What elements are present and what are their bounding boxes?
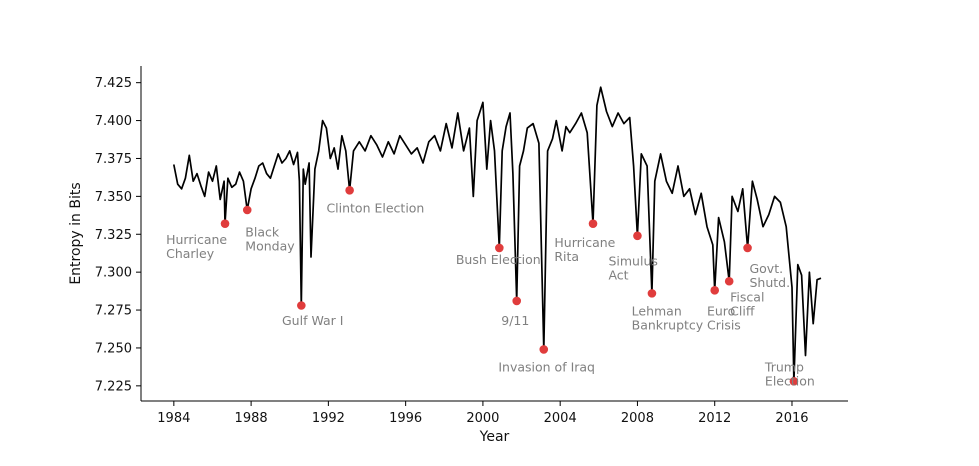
event-annotation: 9/11 — [501, 313, 529, 328]
event-marker — [512, 296, 522, 306]
x-tick-label: 1996 — [389, 411, 422, 426]
event-annotation-line: Black — [245, 225, 280, 240]
x-tick-label: 2016 — [775, 411, 808, 426]
event-annotation-line: Cliff — [730, 304, 755, 319]
event-annotation-line: Election — [765, 373, 815, 388]
event-annotation-line: Simulus — [608, 253, 657, 268]
event-annotation: Lehman Bankruptcy — [632, 303, 704, 332]
event-markers — [220, 185, 799, 386]
event-marker — [633, 231, 642, 241]
event-annotation-line: Hurricane — [554, 235, 615, 250]
x-axis-label: Year — [479, 429, 510, 445]
event-annotation: Simulus Act — [608, 253, 657, 282]
event-annotation-line: Fiscal — [730, 290, 764, 305]
event-annotation: Euro Crisis — [707, 303, 741, 332]
y-tick-label: 7.375 — [95, 152, 132, 167]
event-annotation-line: Crisis — [707, 317, 741, 332]
event-annotation-line: Shutd. — [749, 275, 790, 290]
event-annotation-line: Bush Election — [456, 252, 541, 267]
event-annotation-line: Act — [608, 267, 628, 282]
event-marker — [220, 219, 230, 228]
event-marker — [588, 219, 598, 228]
y-tick-label: 7.250 — [95, 341, 132, 356]
event-annotation: Invasion of Iraq — [498, 359, 595, 374]
y-tick-label: 7.225 — [95, 379, 132, 394]
event-annotation-line: Charley — [166, 246, 215, 261]
event-annotation: Clinton Election — [326, 200, 424, 215]
y-axis-label: Entropy in Bits — [68, 182, 84, 284]
x-tick-label: 2012 — [698, 411, 731, 426]
event-marker — [297, 301, 306, 310]
event-annotation: Gulf War I — [282, 313, 343, 328]
x-tick-label: 1988 — [235, 411, 268, 426]
event-annotation: Trump Election — [764, 359, 815, 388]
series-group — [172, 86, 822, 383]
event-marker — [242, 205, 252, 215]
event-annotation: Fiscal Cliff — [730, 290, 764, 319]
y-tick-label: 7.300 — [95, 266, 132, 281]
event-marker — [724, 276, 734, 286]
event-marker — [743, 243, 752, 253]
x-tick-label: 2008 — [621, 411, 654, 426]
event-annotation-line: Clinton Election — [326, 200, 424, 215]
axes: 1984 1988 1992 1996 2000 2004 2008 2012 2016 7.22… — [95, 66, 848, 426]
event-annotation-line: Gulf War I — [282, 313, 343, 328]
y-tick-label: 7.350 — [95, 190, 132, 205]
event-annotation: Govt. Shutd. — [749, 261, 790, 290]
event-marker — [345, 185, 354, 195]
event-annotation-line: Invasion of Iraq — [498, 359, 595, 374]
event-annotation: Black Monday — [245, 225, 295, 254]
y-tick-label: 7.425 — [95, 76, 132, 91]
event-annotation: Hurricane Rita — [554, 235, 615, 264]
event-annotation-line: Rita — [554, 249, 579, 264]
event-marker — [647, 289, 657, 298]
x-tick-label: 1992 — [312, 411, 345, 426]
y-tick-label: 7.275 — [95, 304, 132, 319]
series-line — [172, 86, 822, 383]
event-annotation: Hurricane Charley — [166, 232, 227, 261]
event-annotation-line: Hurricane — [166, 232, 227, 247]
event-annotation: Bush Election — [456, 252, 541, 267]
event-annotation-line: Lehman — [632, 303, 682, 318]
event-annotation-line: Trump — [764, 359, 804, 374]
event-marker — [539, 345, 549, 354]
event-annotation-line: Bankruptcy — [632, 317, 704, 332]
x-tick-label: 2004 — [544, 411, 577, 426]
y-tick-label: 7.325 — [95, 228, 132, 243]
y-tick-label: 7.400 — [95, 114, 132, 129]
event-marker — [710, 286, 720, 295]
event-annotation-line: 9/11 — [501, 313, 529, 328]
event-marker — [495, 243, 504, 253]
x-tick-label: 2000 — [466, 411, 499, 426]
x-tick-label: 1984 — [157, 411, 190, 426]
event-annotation-line: Govt. — [749, 261, 783, 276]
event-marker — [789, 376, 799, 386]
event-annotation-line: Euro — [707, 303, 735, 318]
event-annotation-line: Monday — [245, 239, 295, 254]
